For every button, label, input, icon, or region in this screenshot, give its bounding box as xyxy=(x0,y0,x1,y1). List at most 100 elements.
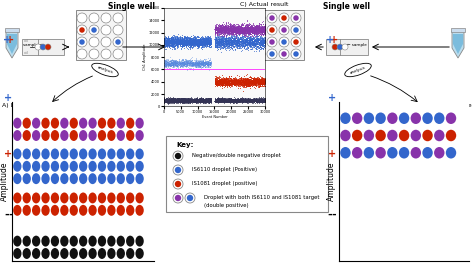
Point xyxy=(221,31,229,35)
Point xyxy=(175,36,183,40)
Point xyxy=(239,99,246,103)
Point xyxy=(189,99,196,103)
Point xyxy=(184,100,192,104)
Point xyxy=(247,81,255,85)
Point xyxy=(172,99,180,103)
Point xyxy=(203,98,211,102)
Point xyxy=(177,97,185,101)
Point xyxy=(191,98,198,103)
Point xyxy=(198,35,205,40)
Point xyxy=(207,36,215,40)
Point xyxy=(200,98,208,102)
Point xyxy=(218,97,225,102)
Point xyxy=(174,99,182,103)
Point xyxy=(215,41,222,45)
Point xyxy=(218,30,225,34)
Point xyxy=(259,97,267,102)
Point xyxy=(228,35,236,40)
Point xyxy=(222,100,230,104)
Point xyxy=(219,25,227,29)
Point xyxy=(168,44,175,48)
Point xyxy=(188,43,195,47)
Point xyxy=(223,77,230,82)
Point xyxy=(195,100,203,104)
Point xyxy=(259,39,267,43)
Point xyxy=(197,99,204,103)
Point xyxy=(228,97,236,101)
Point xyxy=(229,98,237,102)
Point xyxy=(214,48,221,52)
Point xyxy=(200,60,208,64)
Point xyxy=(232,45,240,49)
Point xyxy=(199,62,206,66)
Point xyxy=(211,98,219,102)
Point xyxy=(245,84,252,88)
Point xyxy=(237,25,244,30)
Point xyxy=(173,99,181,103)
Point xyxy=(176,38,184,43)
Point xyxy=(238,39,246,43)
Point xyxy=(168,61,175,65)
Point xyxy=(200,60,208,65)
Point xyxy=(252,82,259,86)
Point xyxy=(178,98,186,103)
Point xyxy=(178,99,186,103)
Point xyxy=(255,99,262,103)
Point xyxy=(181,98,189,102)
Point xyxy=(250,97,258,102)
Point xyxy=(257,99,265,103)
Point xyxy=(238,27,246,31)
Point xyxy=(250,43,258,48)
Point xyxy=(199,61,207,65)
Point xyxy=(262,26,269,30)
Point xyxy=(217,81,225,86)
Point xyxy=(180,58,187,62)
Point xyxy=(236,25,244,30)
Point xyxy=(217,37,225,41)
Point xyxy=(194,98,202,102)
Point xyxy=(191,99,199,103)
Point xyxy=(177,41,184,45)
Point xyxy=(190,98,197,102)
Point xyxy=(252,39,259,43)
Point xyxy=(238,82,246,87)
Point xyxy=(169,63,177,68)
Point xyxy=(255,79,262,83)
Point xyxy=(181,99,188,103)
Point xyxy=(221,79,228,84)
Point xyxy=(187,98,195,102)
Point xyxy=(176,99,183,103)
Point xyxy=(222,81,230,85)
Point xyxy=(223,79,231,83)
Point xyxy=(188,97,195,102)
Point xyxy=(232,24,239,29)
Point xyxy=(216,40,224,44)
Point xyxy=(178,60,186,64)
Point xyxy=(239,31,247,35)
Point xyxy=(203,37,211,41)
Point xyxy=(214,27,222,31)
Point xyxy=(245,31,252,35)
Point xyxy=(170,97,178,101)
Point xyxy=(213,27,221,31)
Point xyxy=(207,99,214,103)
Point xyxy=(244,97,252,101)
Point xyxy=(216,80,223,84)
Point xyxy=(177,99,184,103)
Point xyxy=(224,80,232,84)
Point xyxy=(217,98,224,102)
Point xyxy=(232,41,239,45)
Point xyxy=(164,98,172,103)
Point xyxy=(172,98,179,102)
Point xyxy=(237,78,244,83)
Point xyxy=(183,60,191,64)
Point xyxy=(206,98,214,102)
Point xyxy=(258,29,265,33)
Point xyxy=(164,97,171,102)
Point xyxy=(166,97,174,101)
Point xyxy=(222,29,229,33)
Point xyxy=(256,28,264,32)
Point xyxy=(207,98,215,102)
Point xyxy=(258,81,266,85)
Point xyxy=(254,99,261,103)
